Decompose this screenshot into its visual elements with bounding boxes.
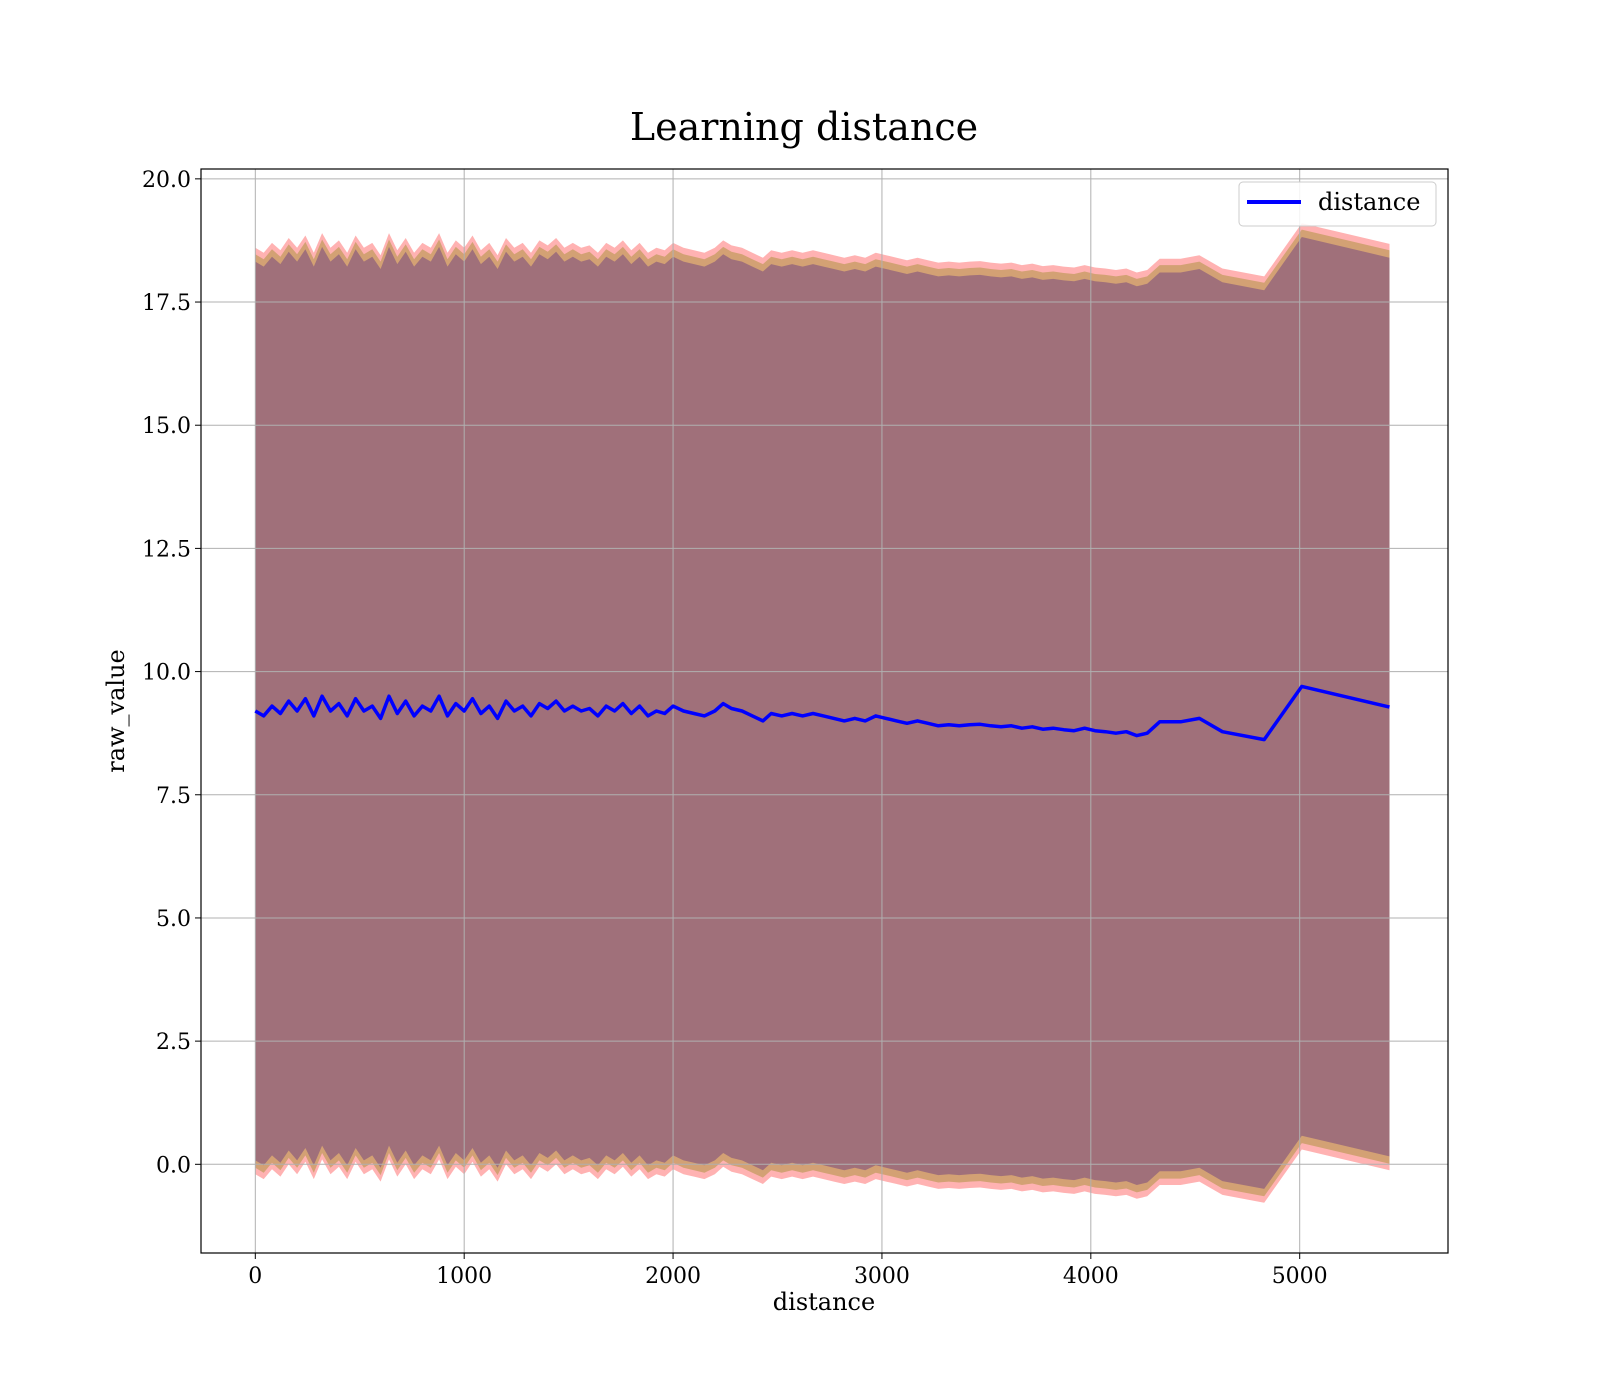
y-tick-label: 2.5 bbox=[156, 1030, 191, 1055]
plot-frame bbox=[200, 168, 1449, 1254]
ticks-layer: 0 1000 2000 3000 4000 5000 0.0 2.5 5.0 7.5 10.0 12.… bbox=[142, 168, 1328, 1289]
x-axis-label: distance bbox=[773, 1288, 875, 1316]
band-inner bbox=[255, 237, 1390, 1189]
legend: distance bbox=[1238, 181, 1437, 227]
x-tick-label: 2000 bbox=[645, 1264, 701, 1289]
grid-layer bbox=[201, 169, 1448, 1253]
y-tick-label: 7.5 bbox=[156, 784, 191, 809]
line-layer bbox=[254, 684, 1390, 742]
y-tick-label: 17.5 bbox=[142, 291, 191, 316]
bands-layer bbox=[255, 223, 1390, 1203]
x-tick-label: 0 bbox=[248, 1264, 262, 1289]
y-tick-label: 20.0 bbox=[142, 168, 191, 193]
x-tick-label: 1000 bbox=[436, 1264, 492, 1289]
y-tick-label: 12.5 bbox=[142, 537, 191, 562]
legend-box bbox=[1238, 181, 1437, 227]
y-tick-label: 15.0 bbox=[142, 414, 191, 439]
legend-entry-distance: distance bbox=[1318, 188, 1420, 216]
x-tick-label: 5000 bbox=[1272, 1264, 1328, 1289]
series-line-distance bbox=[254, 684, 1390, 742]
chart-title: Learning distance bbox=[630, 105, 978, 149]
y-axis-label: raw_value bbox=[102, 649, 130, 773]
y-tick-label: 10.0 bbox=[142, 661, 191, 686]
x-tick-label: 4000 bbox=[1063, 1264, 1119, 1289]
x-tick-label: 3000 bbox=[854, 1264, 910, 1289]
y-tick-label: 0.0 bbox=[156, 1153, 191, 1178]
y-tick-label: 5.0 bbox=[156, 907, 191, 932]
